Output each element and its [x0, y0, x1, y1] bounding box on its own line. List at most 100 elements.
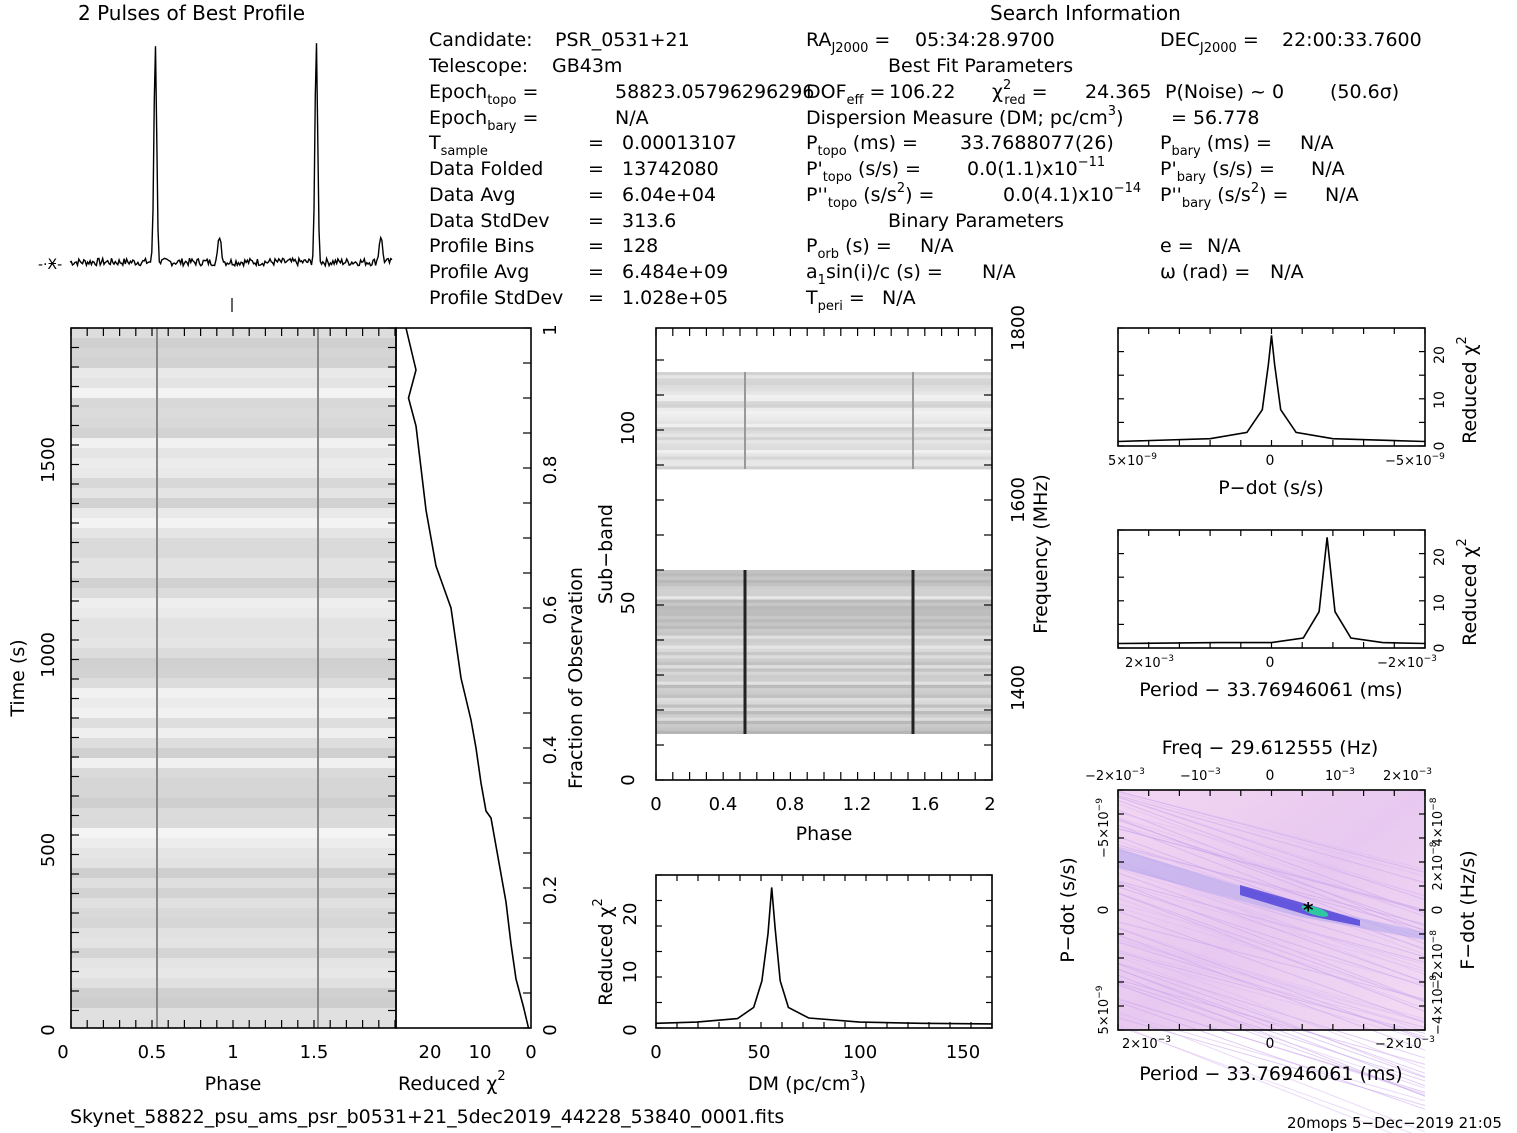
ptopo-label: Ptopo (ms) =	[806, 132, 918, 159]
period-pdot-streak	[1117, 903, 1426, 986]
period-ylabel: Reduced χ2	[1455, 538, 1481, 646]
subband-row	[656, 612, 992, 616]
epoch-bary-label: Epochbary =	[429, 107, 538, 134]
period-pdot-streak	[1117, 938, 1426, 1022]
time-phase-row	[71, 578, 396, 588]
subband-row	[656, 697, 992, 702]
subband-row	[656, 430, 992, 434]
time-tick-1500: 1500	[38, 437, 59, 483]
ecc-value: N/A	[1207, 235, 1241, 257]
eq: =	[588, 158, 604, 180]
pp-tick-pos: 2×10−3	[1122, 1035, 1171, 1052]
subband-row	[656, 596, 992, 600]
time-phase-row	[71, 598, 396, 608]
chi2-period-ticks	[1117, 529, 1426, 649]
period-chi-tick-20: 20	[1432, 548, 1448, 566]
period-pdot-streak	[1117, 951, 1426, 1035]
time-phase-row	[71, 868, 396, 878]
period-pdot-streak	[1117, 936, 1426, 1020]
period-pdot-streak	[1117, 1017, 1426, 1106]
period-pdot-streak	[1117, 982, 1426, 1082]
period-pdot-streaks	[1117, 790, 1426, 1133]
p-noise: P(Noise) ~ 0	[1165, 81, 1284, 103]
chi2-fraction-panel: 20 10 0 Reduced χ2 0 0.2 0.4 0.6 0.8 1 F…	[395, 324, 587, 1095]
best-fit-marker: *	[1303, 898, 1314, 922]
time-phase-row	[71, 908, 396, 918]
period-pdot-streak	[1117, 892, 1426, 1012]
subband-row	[656, 619, 992, 623]
chi2-fraction-line	[405, 327, 530, 1029]
eq: =	[588, 261, 604, 283]
frac-tick-0: 0	[540, 1024, 561, 1035]
time-phase-row	[71, 968, 396, 978]
subband-row	[656, 724, 992, 728]
period-pdot-streak	[1117, 872, 1426, 983]
subband-row	[656, 638, 992, 643]
chi2-pdot-frame	[1117, 327, 1426, 447]
sb-tick-0: 0	[618, 774, 639, 785]
pp-x2-tick-0: 0	[1266, 768, 1275, 784]
pp-y2-tick-m2: −2×10−8	[1429, 930, 1446, 990]
subband-phase-panel: 0 0.4 0.8 1.2 1.6 2 Phase 0 50 100 Sub−b…	[595, 305, 1052, 845]
period-pdot-streak	[1117, 921, 1426, 1000]
subband-ylabel: Sub−band	[595, 504, 617, 604]
period-xlabel: Period − 33.76946061 (ms)	[1139, 679, 1402, 701]
subband-row	[656, 385, 992, 389]
time-phase-row	[71, 848, 396, 858]
dec-value: 22:00:33.7600	[1282, 29, 1422, 51]
subband-xlabel: Phase	[796, 823, 853, 845]
freq-tick-1400: 1400	[1008, 665, 1029, 711]
frac-tick-04: 0.4	[540, 736, 561, 765]
chi2-dm-frame	[655, 874, 993, 1029]
pp-y2-tick-4: 4×10−8	[1429, 797, 1446, 846]
time-phase-row	[71, 618, 396, 628]
dm-xlabel: DM (pc/cm3)	[748, 1069, 866, 1095]
chi2-pdot-line	[1117, 335, 1426, 443]
time-phase-row	[71, 358, 396, 368]
subband-row	[656, 678, 992, 682]
time-phase-row	[71, 588, 396, 598]
time-phase-row	[71, 348, 396, 358]
subband-row	[656, 450, 992, 454]
candidate-value: PSR_0531+21	[555, 29, 690, 51]
period-pdot-streak	[1117, 799, 1426, 914]
dm-tick-100: 100	[843, 1042, 877, 1063]
data-avg-value: 6.04e+04	[622, 184, 716, 206]
time-tick-0: 0	[38, 1024, 59, 1035]
subband-row	[656, 411, 992, 415]
period-tick-pos: 2×10−3	[1125, 654, 1174, 671]
period-pdot-streak	[1117, 790, 1426, 873]
period-pdot-streak	[1117, 836, 1426, 951]
eq: =	[588, 184, 604, 206]
subband-row	[656, 694, 992, 698]
time-phase-row	[71, 838, 396, 848]
pbary-label: Pbary (ms) =	[1160, 132, 1272, 159]
sb-tick-100: 100	[618, 411, 639, 445]
pdtopo-value: 0.0(1.1)x10−11	[967, 155, 1105, 180]
time-phase-row	[71, 398, 396, 408]
pp-y2-tick-0: 0	[1430, 906, 1446, 915]
eq: =	[588, 235, 604, 257]
period-pdot-streak	[1117, 906, 1426, 1001]
subband-row	[656, 404, 992, 408]
subband-row	[656, 730, 992, 734]
fdot-ylabel: F−dot (Hz/s)	[1457, 850, 1479, 969]
subband-row	[656, 375, 992, 379]
subband-row	[656, 681, 992, 685]
period-pdot-streak	[1117, 844, 1426, 931]
data-folded-label: Data Folded	[429, 158, 543, 180]
period-pdot-streak	[1117, 1012, 1426, 1102]
profile-bins-label: Profile Bins	[429, 235, 534, 257]
pdot-chi-tick-10: 10	[1432, 391, 1448, 409]
subband-row	[656, 570, 992, 574]
time-phase-row	[71, 438, 396, 448]
subband-row	[656, 655, 992, 659]
time-phase-xlabel: Phase	[205, 1073, 262, 1095]
ra-value: 05:34:28.9700	[915, 29, 1055, 51]
subband-row	[656, 592, 992, 597]
pp-y-tick-0: 0	[1096, 906, 1112, 915]
time-phase-row	[71, 528, 396, 538]
time-phase-row	[71, 378, 396, 388]
subband-row	[656, 466, 992, 470]
